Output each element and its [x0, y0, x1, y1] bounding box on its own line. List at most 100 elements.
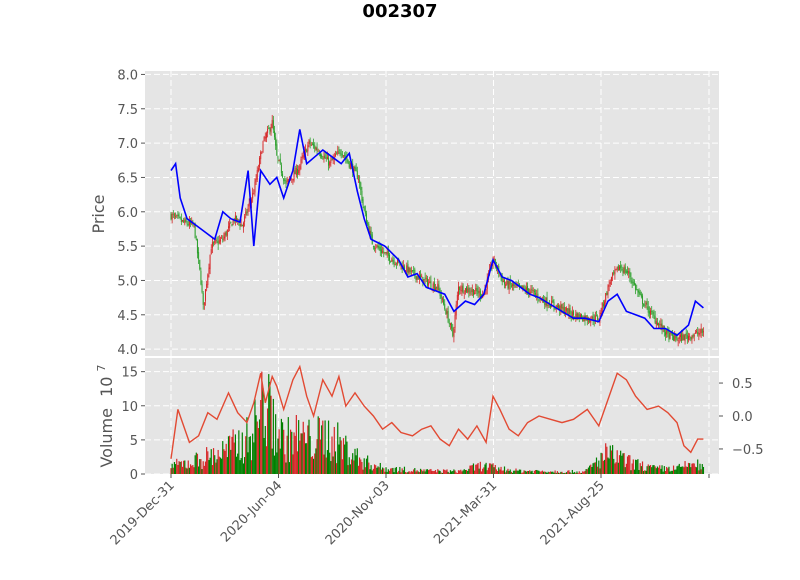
candle-body	[183, 220, 185, 222]
volume-bar	[630, 470, 632, 474]
candle-body	[530, 289, 532, 294]
candle-body	[349, 164, 351, 169]
volume-bar	[590, 464, 592, 474]
volume-bar	[396, 472, 399, 474]
volume-bar	[475, 464, 477, 474]
volume-bar	[183, 460, 185, 474]
price-y-tick-label: 5.5	[117, 240, 138, 255]
candle-body	[454, 314, 456, 329]
volume-bar	[286, 435, 288, 474]
candle-body	[621, 268, 623, 270]
volume-bar	[675, 469, 677, 474]
volume-bar	[223, 449, 225, 474]
volume-bar	[624, 467, 626, 474]
volume-bar	[198, 466, 200, 474]
volume-bar	[303, 432, 305, 474]
volume-y-tick-label: 10	[121, 400, 138, 415]
volume-bar	[610, 450, 613, 474]
volume-bar	[387, 469, 389, 474]
candle-body	[650, 310, 652, 315]
volume-bar	[296, 451, 299, 474]
volume-bar	[620, 450, 622, 474]
volume-bar	[431, 470, 433, 474]
candle-body	[446, 311, 448, 314]
volume-bar	[518, 469, 521, 474]
candle-body	[241, 224, 243, 227]
candle-body	[499, 274, 501, 276]
candle-body	[514, 285, 516, 287]
candle-body	[172, 213, 174, 215]
candle-body	[464, 288, 466, 293]
volume-bar	[534, 470, 537, 474]
candle-body	[529, 291, 531, 295]
candle-body	[681, 333, 683, 342]
volume-bar	[295, 415, 297, 474]
volume-bar	[376, 467, 378, 474]
candle-body	[366, 213, 367, 224]
volume-bar	[382, 467, 384, 474]
volume-bar	[544, 471, 546, 474]
candle-body	[622, 270, 624, 273]
candle-body	[399, 262, 401, 266]
candle-body	[237, 219, 239, 220]
candle-body	[201, 283, 203, 293]
volume-bar	[476, 464, 478, 474]
candle-body	[520, 285, 522, 287]
volume-bar	[214, 455, 216, 474]
volume-bar	[647, 464, 649, 474]
svg-text:Volume 10 7: Volume 10 7	[95, 364, 116, 467]
volume-bar	[543, 471, 545, 474]
volume-bar	[510, 471, 512, 474]
volume-bars	[170, 371, 705, 474]
volume-bar	[579, 472, 581, 474]
volume-bar	[226, 457, 228, 474]
volume-bar	[559, 472, 561, 474]
volume-bar	[506, 470, 508, 474]
volume-bar	[599, 468, 601, 474]
volume-bar	[593, 462, 595, 474]
volume-bar	[601, 453, 603, 474]
candle-body	[341, 154, 343, 156]
candle-body	[474, 292, 476, 295]
volume-bar	[681, 466, 683, 474]
volume-bar	[206, 447, 208, 474]
candle-body	[368, 224, 370, 234]
volume-bar	[178, 461, 180, 474]
volume-bar	[310, 457, 312, 474]
candle-body	[665, 332, 666, 336]
candle-body	[558, 304, 560, 308]
volume-bar	[501, 470, 503, 474]
candle-body	[268, 128, 270, 130]
volume-bar	[659, 465, 661, 474]
candle-body	[509, 279, 511, 285]
volume-bar	[203, 465, 205, 474]
candle-body	[265, 133, 267, 139]
candle-body	[213, 242, 215, 244]
candle-body	[698, 332, 700, 336]
candle-body	[270, 127, 272, 133]
volume-bar	[207, 451, 209, 474]
volume-bar	[480, 471, 483, 474]
candle-body	[347, 159, 349, 163]
candle-body	[426, 278, 428, 286]
volume-bar	[465, 470, 468, 474]
candle-body	[539, 296, 541, 299]
volume-bar	[664, 471, 667, 474]
candle-body	[675, 333, 677, 339]
volume-bar	[515, 468, 517, 474]
candle-body	[525, 287, 527, 293]
volume-bar	[477, 462, 479, 474]
candle-body	[435, 287, 436, 291]
volume-bar	[595, 457, 598, 474]
volume-bar	[298, 420, 300, 474]
volume-bar	[505, 472, 507, 474]
volume-bar	[670, 470, 672, 474]
candle-body	[448, 322, 450, 324]
candle-body	[344, 154, 346, 157]
candle-body	[325, 157, 327, 159]
volume-bar	[578, 471, 580, 474]
candle-body	[652, 311, 654, 315]
volume-bar	[195, 452, 197, 474]
volume-bar	[470, 465, 472, 474]
volume-bar	[587, 467, 590, 474]
